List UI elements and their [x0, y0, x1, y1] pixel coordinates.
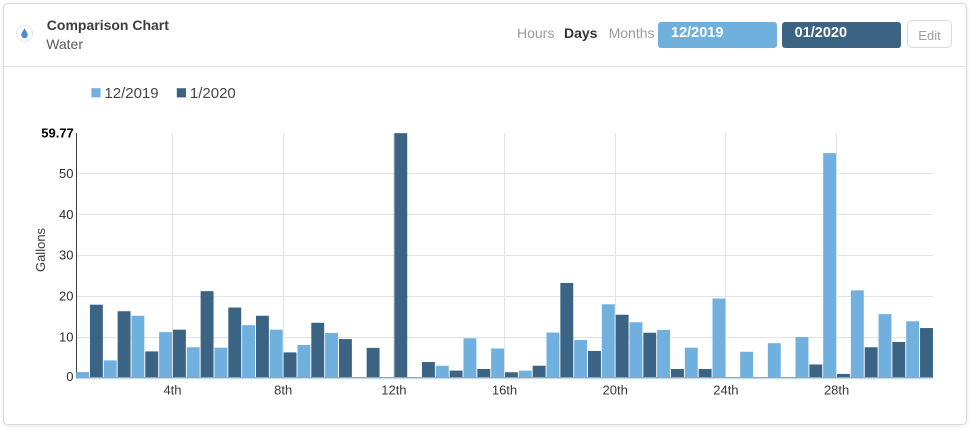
svg-text:0: 0 — [66, 369, 73, 384]
svg-text:1/2020: 1/2020 — [190, 85, 236, 102]
svg-text:50: 50 — [59, 166, 73, 181]
svg-text:20: 20 — [59, 289, 73, 304]
svg-text:28th: 28th — [824, 382, 849, 397]
svg-text:12th: 12th — [381, 382, 406, 397]
svg-text:Gallons: Gallons — [33, 227, 48, 272]
svg-text:4th: 4th — [163, 382, 181, 397]
svg-text:20th: 20th — [603, 382, 628, 397]
svg-text:30: 30 — [59, 248, 73, 263]
svg-text:40: 40 — [59, 207, 73, 222]
svg-text:10: 10 — [59, 330, 73, 345]
svg-text:8th: 8th — [274, 382, 292, 397]
svg-text:59.77: 59.77 — [41, 125, 74, 140]
svg-text:16th: 16th — [492, 382, 517, 397]
svg-text:12/2019: 12/2019 — [104, 85, 158, 102]
svg-text:24th: 24th — [713, 382, 738, 397]
